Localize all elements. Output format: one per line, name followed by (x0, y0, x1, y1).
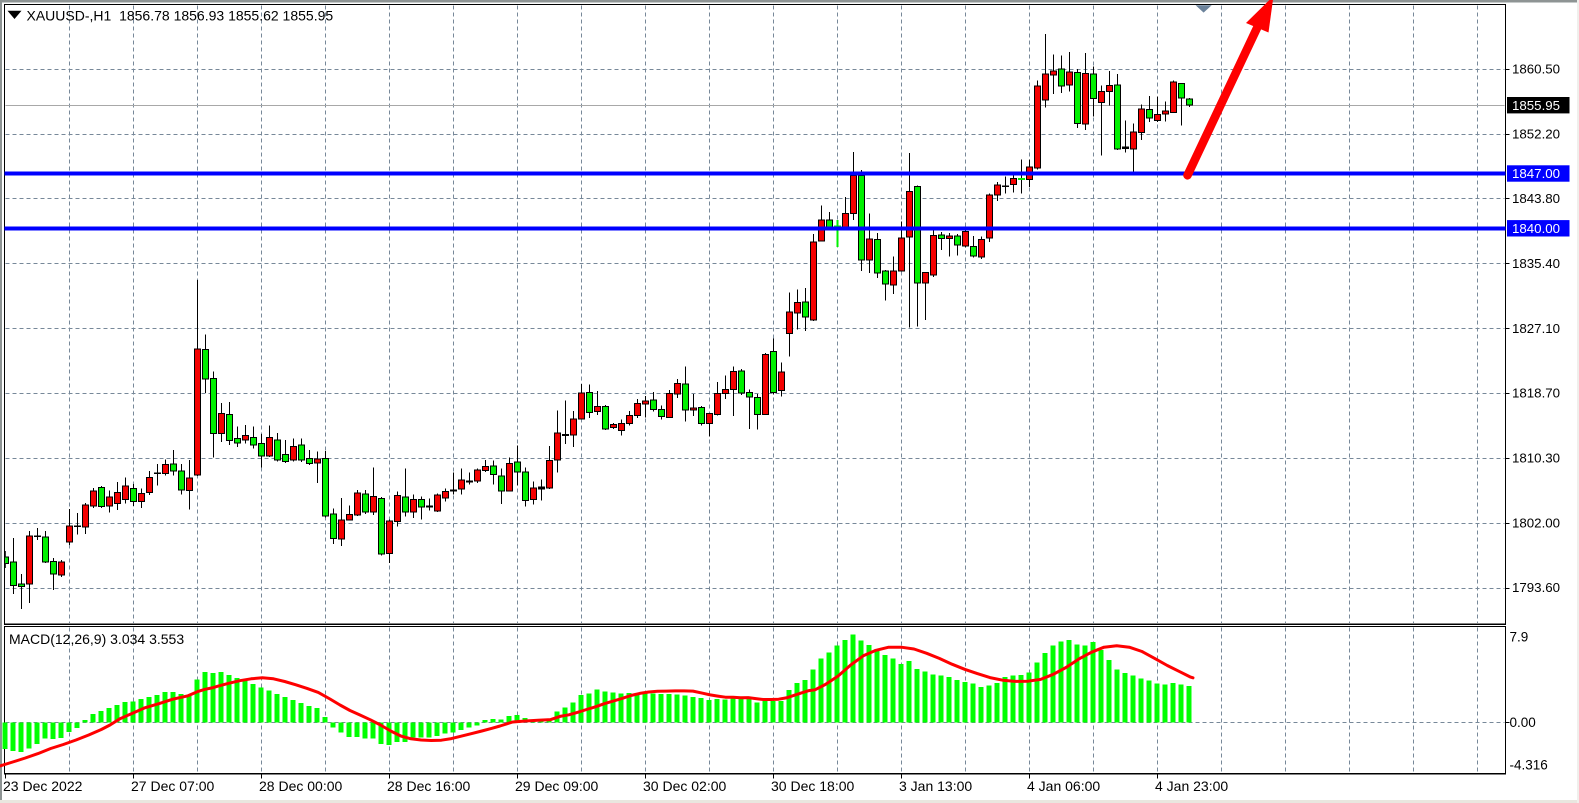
svg-text:1793.60: 1793.60 (1512, 580, 1560, 595)
svg-text:4 Jan 06:00: 4 Jan 06:00 (1027, 778, 1100, 794)
svg-text:1840.00: 1840.00 (1512, 221, 1560, 236)
svg-text:30 Dec 02:00: 30 Dec 02:00 (643, 778, 726, 794)
svg-text:4 Jan 23:00: 4 Jan 23:00 (1155, 778, 1228, 794)
svg-text:30 Dec 18:00: 30 Dec 18:00 (771, 778, 854, 794)
svg-text:23 Dec 2022: 23 Dec 2022 (3, 778, 83, 794)
svg-text:3 Jan 13:00: 3 Jan 13:00 (899, 778, 972, 794)
svg-text:7.9: 7.9 (1510, 629, 1529, 644)
svg-text:0.00: 0.00 (1510, 715, 1536, 730)
svg-text:1810.30: 1810.30 (1512, 451, 1560, 466)
svg-text:XAUUSD-,H1 1856.78 1856.93 18: XAUUSD-,H1 1856.78 1856.93 1855.62 1855.… (27, 7, 334, 23)
svg-text:1835.40: 1835.40 (1512, 256, 1560, 271)
svg-text:1818.70: 1818.70 (1512, 386, 1560, 401)
svg-text:1855.95: 1855.95 (1512, 98, 1560, 113)
svg-text:27 Dec 07:00: 27 Dec 07:00 (131, 778, 214, 794)
svg-text:1860.50: 1860.50 (1512, 61, 1560, 76)
svg-text:-4.316: -4.316 (1510, 757, 1548, 772)
svg-text:28 Dec 00:00: 28 Dec 00:00 (259, 778, 342, 794)
svg-text:28 Dec 16:00: 28 Dec 16:00 (387, 778, 470, 794)
svg-text:29 Dec 09:00: 29 Dec 09:00 (515, 778, 598, 794)
svg-text:1852.20: 1852.20 (1512, 126, 1560, 141)
svg-text:1802.00: 1802.00 (1512, 515, 1560, 530)
svg-text:1827.10: 1827.10 (1512, 321, 1560, 336)
svg-text:1847.00: 1847.00 (1512, 166, 1560, 181)
svg-text:1843.80: 1843.80 (1512, 191, 1560, 206)
svg-text:MACD(12,26,9) 3.034 3.553: MACD(12,26,9) 3.034 3.553 (9, 631, 184, 647)
